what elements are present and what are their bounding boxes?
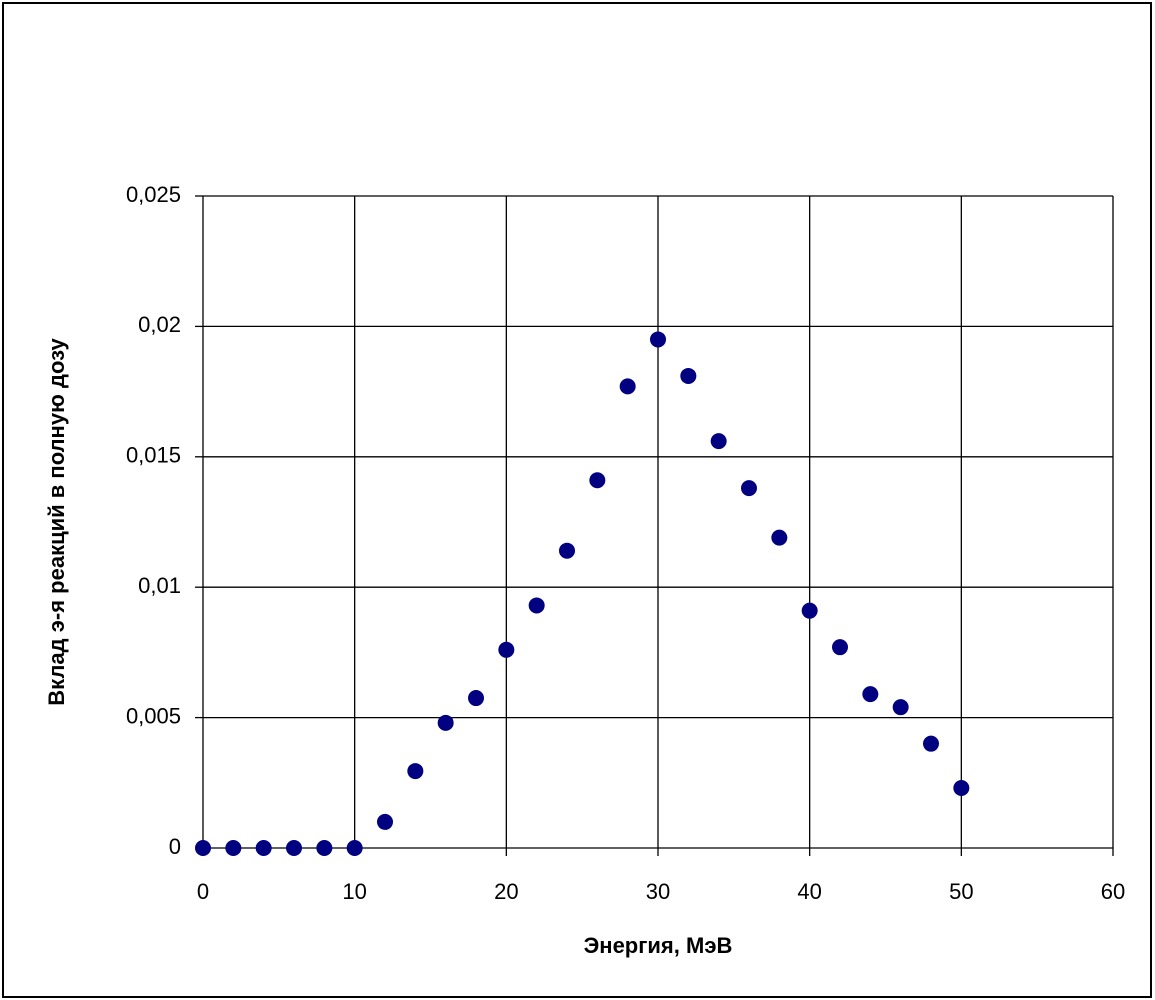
data-point — [407, 763, 424, 780]
data-point — [710, 433, 727, 450]
data-point — [498, 641, 515, 658]
data-point — [680, 367, 697, 384]
y-tick-label: 0,02 — [138, 312, 181, 337]
y-axis-title: Вклад э-я реакций в полную дозу — [44, 338, 69, 706]
x-tick-label: 10 — [342, 879, 366, 904]
data-point — [255, 840, 272, 856]
data-point — [346, 840, 363, 856]
data-point — [316, 840, 333, 856]
x-tick-label: 40 — [797, 879, 821, 904]
data-point — [468, 690, 484, 707]
data-point — [953, 780, 970, 797]
data-point — [528, 597, 545, 614]
x-tick-label: 30 — [646, 879, 670, 904]
data-point — [923, 735, 939, 752]
data-point — [741, 480, 757, 497]
x-tick-label: 20 — [494, 879, 518, 904]
data-point — [589, 472, 606, 489]
y-tick-label: 0,01 — [138, 573, 181, 598]
data-point — [286, 840, 302, 856]
data-point — [195, 840, 211, 856]
data-point — [771, 529, 788, 546]
data-point — [801, 602, 818, 619]
x-tick-label: 60 — [1101, 879, 1125, 904]
data-point — [862, 686, 879, 703]
data-point — [892, 699, 909, 716]
y-tick-label: 0,005 — [126, 703, 181, 728]
data-point — [559, 542, 575, 559]
x-tick-label: 50 — [949, 879, 973, 904]
data-point — [225, 840, 242, 856]
data-point — [832, 639, 848, 656]
data-point — [377, 813, 393, 830]
x-tick-label: 0 — [197, 879, 209, 904]
data-point — [437, 714, 454, 731]
y-tick-label: 0,025 — [126, 182, 181, 207]
x-axis-title: Энергия, МэВ — [584, 933, 733, 958]
y-tick-label: 0,015 — [126, 443, 181, 468]
data-point — [619, 378, 636, 395]
y-tick-label: 0 — [169, 834, 181, 859]
data-point — [650, 331, 666, 348]
